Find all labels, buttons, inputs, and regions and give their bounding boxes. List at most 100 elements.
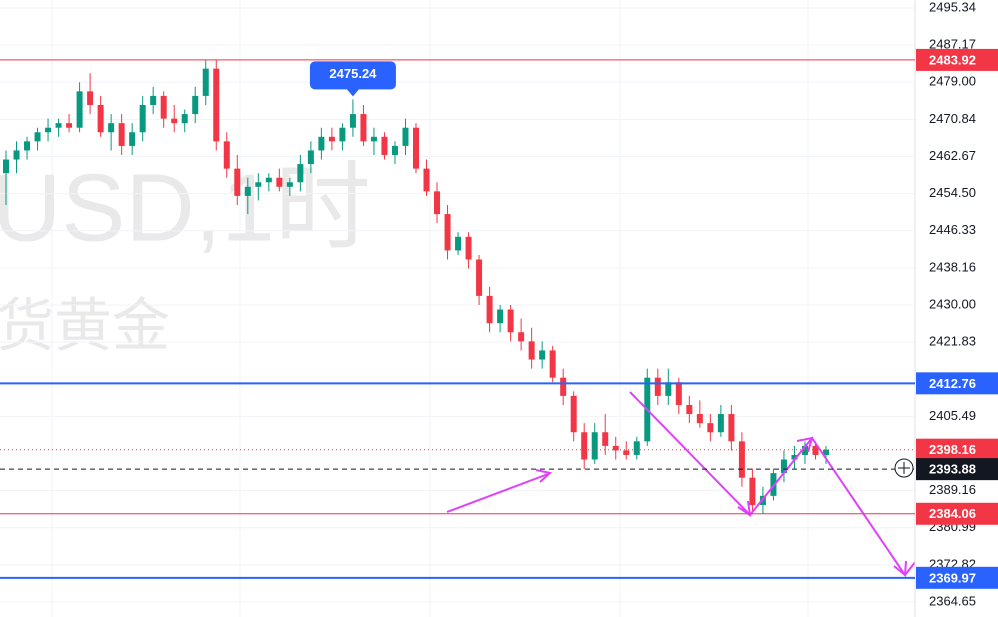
candle-body [665,382,672,396]
candle-body [539,350,546,360]
candle-body [223,141,230,169]
level-label-bg [916,502,998,525]
candle-body [34,132,41,142]
y-tick-label: 2479.00 [929,74,976,89]
candle-body [602,432,609,446]
candle-body [717,414,724,433]
level-label-bg [916,48,998,71]
high-marker-label: 2475.24 [329,66,377,81]
candle-body [507,309,514,333]
candle-body [139,104,146,133]
candle-body [707,423,714,433]
level-label: 2384.06 [929,506,976,521]
candle-body [591,432,598,460]
candle-body [150,95,157,105]
candle-body [13,150,20,160]
candle-body [413,127,419,169]
level-label: 2483.92 [929,52,976,67]
candle-body [497,309,504,324]
grid [0,7,915,603]
candles [3,59,829,515]
candle-body [612,445,619,451]
candle-body [465,236,472,260]
candle-body [45,127,52,133]
candle-body [476,259,483,296]
candle-body [812,445,819,455]
level-label: 2369.97 [929,570,976,585]
candle-body [675,382,682,405]
arrow-head [796,436,814,453]
candle-body [213,68,220,142]
level-label-bg [916,372,998,395]
candle-body [823,449,829,455]
candle-body [265,177,272,183]
candle-body [3,159,9,174]
high-marker-callout [309,61,396,97]
y-tick-label: 2430.00 [929,296,976,311]
candle-body [370,136,377,142]
levels: 2475.24 2483.92 2412.76 2398.16 2393.88 2384.… [0,48,998,589]
candle-body [192,95,199,115]
candle-body [560,377,567,396]
candle-body [24,141,31,151]
y-tick-label: 2495.34 [929,0,976,14]
candle-body [549,350,556,378]
candle-body [87,91,94,105]
candle-body [276,177,283,187]
candle-body [339,127,346,142]
candle-body [423,168,430,192]
y-tick-label: 2389.16 [929,482,976,497]
candle-body [244,186,251,196]
candle-body [444,214,451,251]
candle-body [318,136,325,151]
candle-body [801,445,808,455]
candle-body [286,182,293,187]
arrow-head [893,560,907,577]
candle-body [455,236,462,251]
candle-body [654,377,661,396]
arrow [446,473,549,513]
y-tick-label: 2438.16 [929,259,976,274]
candle-body [66,123,73,128]
candle-body [486,295,493,324]
y-tick-label: 2487.17 [929,37,976,52]
watermark: USD,1时 [0,154,371,261]
candle-body [297,164,304,183]
candle-body [728,414,735,442]
y-tick-label: 2405.49 [929,408,976,423]
candle-body [738,441,745,478]
candle-body [234,168,241,196]
candle-body [633,441,640,455]
candle-body [391,145,398,155]
candle-body [696,414,703,424]
level-label: 2398.16 [929,442,976,457]
level-label: 2393.88 [929,462,976,477]
candle-body [581,432,588,460]
candle-body [55,123,62,128]
candle-body [749,477,756,505]
candle-body [402,127,409,146]
candle-body [108,123,115,133]
candle-body [518,332,525,342]
y-tick-label: 2454.50 [929,185,976,200]
candle-body [171,118,178,124]
candle-body [528,341,535,360]
candle-body [381,136,388,155]
candle-body [118,123,125,146]
level-label: 2412.76 [929,376,976,391]
y-tick-label: 2470.84 [929,111,976,126]
candle-body [791,454,798,460]
watermark: 货黄金 [0,293,170,358]
arrow-head [737,500,752,518]
candle-body [623,450,630,455]
level-label-bg [916,458,998,481]
candle-body [434,191,441,215]
y-tick-label: 2421.83 [929,334,976,349]
candle-body [202,68,209,96]
arrow-head [535,469,553,483]
candle-body [328,136,335,142]
y-tick-label: 2446.33 [929,222,976,237]
candle-body [686,404,693,415]
level-label-bg [916,438,998,461]
